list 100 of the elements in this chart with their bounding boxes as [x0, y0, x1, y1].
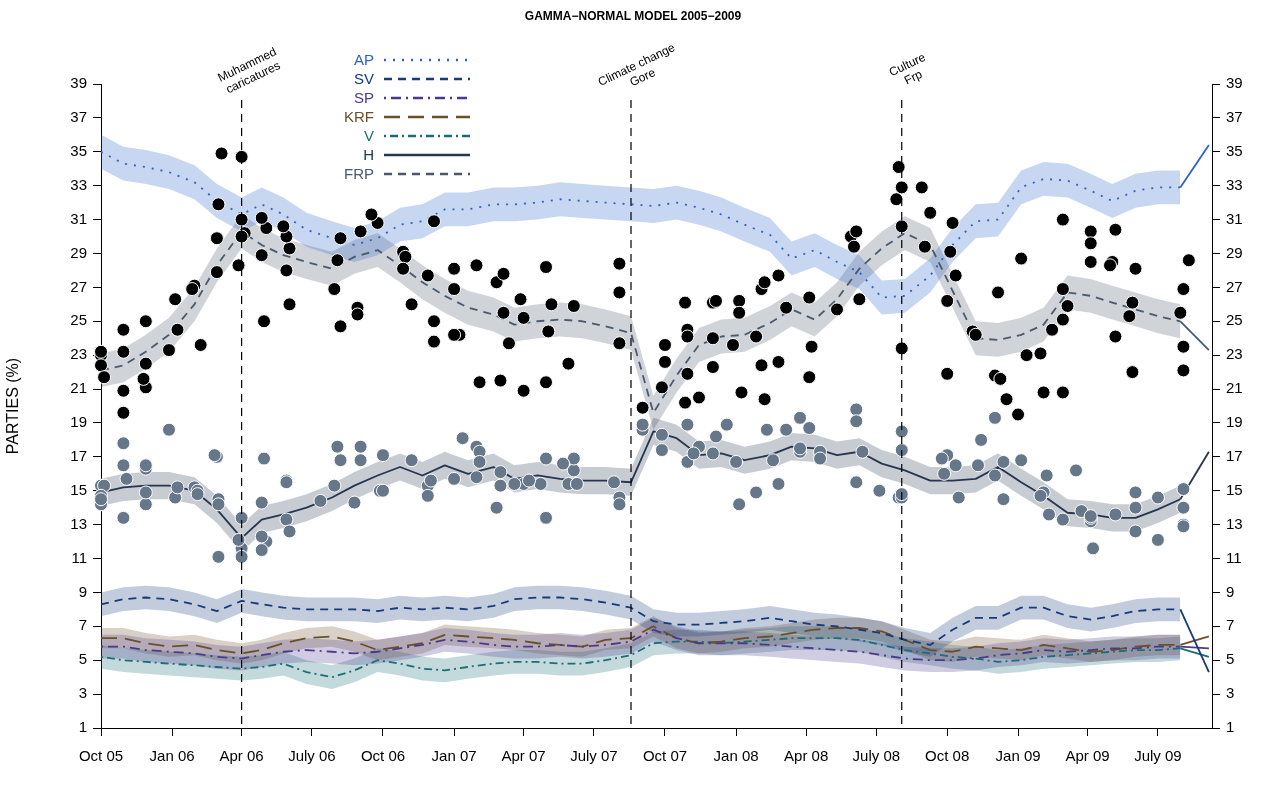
point: [849, 402, 864, 417]
point: [1055, 512, 1070, 527]
point: [353, 224, 368, 239]
point: [472, 375, 487, 390]
point: [116, 510, 131, 525]
point: [852, 292, 867, 307]
x-tick-label: Apr 08: [784, 747, 829, 765]
chart-title: GAMMA−NORMAL MODEL 2005−2009: [524, 9, 742, 23]
y-tick-label: 11: [71, 548, 87, 566]
point: [1176, 282, 1191, 297]
point: [170, 480, 185, 495]
point: [330, 253, 345, 268]
point: [771, 268, 786, 283]
point: [214, 146, 229, 161]
point: [1128, 500, 1143, 515]
point: [1069, 463, 1084, 478]
point: [138, 356, 153, 371]
point: [1108, 222, 1123, 237]
point: [116, 344, 131, 359]
y-tick-label: 39: [70, 74, 87, 92]
text: SV: [353, 70, 374, 87]
y-tick-label: 3: [78, 684, 87, 702]
point: [914, 180, 929, 195]
point: [472, 454, 487, 469]
point: [231, 258, 246, 273]
point: [347, 495, 362, 510]
point: [190, 487, 205, 502]
point: [993, 371, 1008, 386]
point: [279, 512, 294, 527]
y-tick-label: 21: [70, 379, 87, 397]
point: [708, 429, 723, 444]
point: [426, 334, 441, 349]
point: [469, 258, 484, 273]
point: [516, 383, 531, 398]
point: [396, 261, 411, 276]
point: [830, 302, 845, 317]
point: [522, 473, 537, 488]
point: [705, 446, 720, 461]
point: [894, 219, 909, 234]
point: [257, 314, 272, 329]
point: [732, 305, 747, 320]
point: [211, 197, 226, 212]
point: [1055, 385, 1070, 400]
point: [350, 307, 365, 322]
point: [539, 260, 554, 275]
point: [846, 239, 861, 254]
point: [1060, 299, 1075, 314]
x-tick-label: Apr 06: [219, 747, 264, 765]
point: [211, 497, 226, 512]
y2-tick-label: 9: [1226, 582, 1235, 600]
x-tick-label: July 08: [852, 747, 901, 765]
y-tick-label: 17: [70, 446, 87, 464]
point: [282, 297, 297, 312]
y2-tick-label: 29: [1226, 243, 1243, 261]
point: [209, 265, 224, 280]
point: [533, 476, 548, 491]
point: [254, 210, 269, 225]
point: [469, 470, 484, 485]
point: [566, 451, 581, 466]
point: [678, 395, 693, 410]
point: [211, 549, 226, 564]
point: [999, 392, 1014, 407]
point: [1011, 407, 1026, 422]
point: [734, 385, 749, 400]
point: [654, 380, 669, 395]
point: [254, 529, 269, 544]
point: [804, 339, 819, 354]
y2-tick-label: 15: [1226, 480, 1243, 498]
x-tick-label: Apr 09: [1065, 747, 1110, 765]
y-tick-label: 27: [70, 277, 87, 295]
y-tick-label: 9: [78, 582, 87, 600]
point: [705, 360, 720, 375]
point: [732, 497, 747, 512]
x-tick-label: July 07: [570, 747, 618, 765]
point: [943, 244, 958, 259]
point: [116, 458, 131, 473]
point: [1176, 500, 1191, 515]
point: [635, 400, 650, 415]
x-tick-label: Oct 06: [360, 747, 406, 765]
point: [974, 432, 989, 447]
point: [193, 337, 208, 352]
point: [1128, 524, 1143, 539]
point: [1181, 253, 1196, 268]
point: [1173, 305, 1188, 320]
point: [680, 366, 695, 381]
x-tick-label: Oct 05: [78, 747, 124, 765]
point: [420, 488, 435, 503]
point: [333, 319, 348, 334]
point: [313, 493, 328, 508]
point: [376, 483, 390, 498]
point: [996, 492, 1011, 507]
point: [1150, 532, 1165, 547]
point: [569, 476, 584, 491]
y-tick-label: 33: [70, 175, 87, 193]
point: [333, 453, 348, 468]
point: [282, 241, 297, 256]
y2-tick-label: 25: [1226, 311, 1243, 329]
point: [1086, 541, 1101, 556]
point: [544, 297, 559, 312]
point: [541, 324, 556, 339]
